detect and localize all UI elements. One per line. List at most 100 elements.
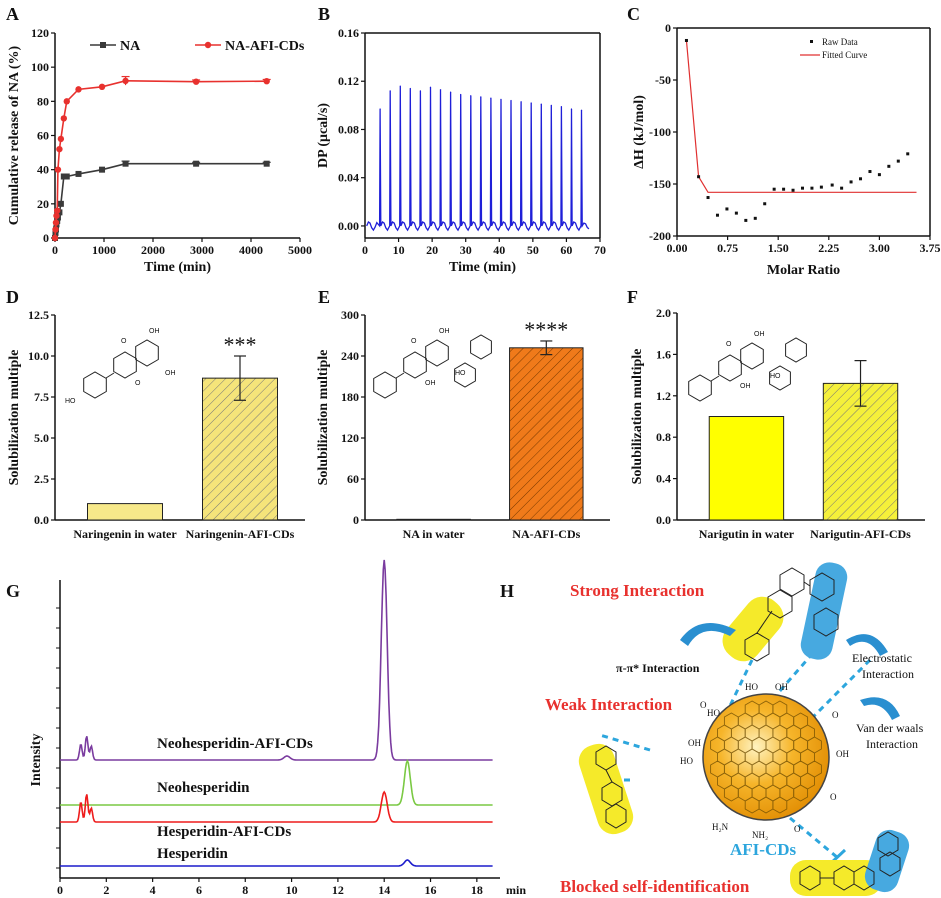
bar (87, 503, 163, 521)
structure-label: O (121, 338, 127, 345)
structure-label: O (411, 338, 417, 345)
x-tick-label: 4 (150, 883, 156, 897)
sugar-ring (454, 362, 476, 388)
data-point (122, 77, 129, 85)
injection-peak (480, 96, 482, 98)
y-tick-label: 2.0 (656, 306, 671, 320)
injection-peak (490, 97, 492, 99)
legend-label: NA-AFI-CDs (225, 39, 305, 54)
trace-label: Hesperidin (157, 846, 228, 862)
injection-peak (389, 90, 391, 92)
lattice-hexagon (772, 796, 788, 814)
chromatogram-trace (60, 759, 493, 806)
data-point (122, 160, 129, 167)
y-tick-label: -200 (649, 229, 671, 243)
y-tick-label: -100 (649, 125, 671, 139)
x-tick-label: 4000 (239, 243, 263, 257)
data-point (52, 226, 59, 233)
group-o-1: O (832, 710, 839, 720)
y-tick-label: 0.16 (338, 26, 359, 40)
panel-label-d: D (6, 287, 19, 307)
fitted-curve (685, 40, 917, 193)
structure-labels: O OH OH HO (726, 331, 781, 390)
injection-peak (450, 91, 452, 93)
label-vdw-1: Van der waals (856, 721, 924, 735)
injection-peak (379, 108, 381, 110)
x-tick-label: 2 (103, 883, 109, 897)
x-tick-label: 40 (493, 243, 505, 257)
raw-data-point (706, 196, 710, 200)
structure-labels: O OH OH HO (411, 328, 466, 387)
raw-data-point (684, 38, 688, 42)
group-h2n: H₂N (712, 822, 729, 832)
chart-f-narigutin: 0.0 0.4 0.8 1.2 1.6 2.0 Solubilization multipl… (630, 306, 925, 541)
group-oh-2: OH (836, 749, 849, 759)
panel-label-b: B (318, 4, 330, 24)
y-tick-label: 7.5 (34, 390, 49, 404)
panel-label-g: G (6, 581, 20, 601)
data-point (56, 145, 63, 153)
ring-a (135, 339, 159, 367)
x-tick-label: 5000 (288, 243, 312, 257)
structure-label: O (726, 341, 732, 348)
group-oh-3: OH (688, 738, 701, 748)
carbon-lattice (710, 700, 822, 814)
y-tick-label: 80 (37, 94, 49, 108)
x-tick-label: 60 (560, 243, 572, 257)
x-tick-label: 0.00 (667, 241, 688, 255)
structure-label: OH (439, 328, 450, 335)
raw-data-point (800, 186, 804, 190)
raw-data-point (840, 186, 844, 190)
y-tick-label: 0 (353, 513, 359, 527)
label-strong-interaction: Strong Interaction (570, 581, 705, 600)
y-tick-label: 60 (37, 129, 49, 143)
y-tick-label: -50 (655, 73, 671, 87)
group-o-4: O (794, 824, 801, 834)
sugar-ring (785, 337, 807, 363)
chromatogram-trace (60, 859, 493, 867)
raw-data-point (887, 164, 891, 168)
category-label: NA in water (403, 527, 466, 541)
y-tick-label: 0.04 (338, 171, 359, 185)
injection-peak (540, 103, 542, 105)
chart-c-itc-fit: -200 -150 -100 -50 0 0.00 0.75 1.50 2.25 3.00 3.75… (632, 21, 941, 278)
structure-label: OH (165, 370, 176, 377)
injection-peak (580, 109, 583, 111)
raw-data-point (763, 202, 767, 206)
x-tick-label: 70 (594, 243, 606, 257)
structure-label: O (135, 380, 141, 387)
data-point (99, 166, 106, 173)
chart-a-release: 0 20 40 60 80 100 120 0 1000 2000 3000 4000 5000 Time… (7, 26, 312, 275)
raw-data-point (734, 211, 738, 215)
y-tick-label: 0.00 (338, 219, 359, 233)
legend-marker (100, 42, 106, 48)
data-point (52, 219, 60, 226)
label-electrostatic-2: Interaction (862, 667, 914, 681)
y-tick-label: 40 (37, 163, 49, 177)
x-tick-label: 3.75 (920, 241, 941, 255)
y-tick-label: 0 (43, 231, 49, 245)
raw-data-point (830, 183, 834, 187)
ring-c (113, 351, 137, 379)
group-nh2: NH₂ (752, 830, 768, 840)
y-tick-label: 0.12 (338, 74, 359, 88)
y-tick-label: 120 (31, 26, 49, 40)
group-o-3: O (700, 700, 707, 710)
y-tick-label: 0.0 (656, 513, 671, 527)
injection-peak (530, 102, 532, 104)
injection-peak (560, 105, 562, 108)
raw-data-point (810, 186, 814, 190)
chromatogram-trace (60, 790, 493, 823)
series-line-1 (54, 80, 267, 239)
x-axis-title: Time (min) (449, 260, 516, 275)
x-tick-label: 1.50 (768, 241, 789, 255)
panel-label-e: E (318, 287, 330, 307)
x-tick-label: 3000 (190, 243, 214, 257)
x-tick-label: 1000 (92, 243, 116, 257)
sugar-ring (769, 365, 791, 391)
trace-label: Neohesperidin-AFI-CDs (157, 736, 313, 752)
data-point (263, 160, 270, 167)
x-tick-label: 14 (378, 883, 390, 897)
y-axis-title: DP (μcal/s) (316, 103, 331, 168)
x-axis-title: Time (min) (144, 260, 211, 275)
